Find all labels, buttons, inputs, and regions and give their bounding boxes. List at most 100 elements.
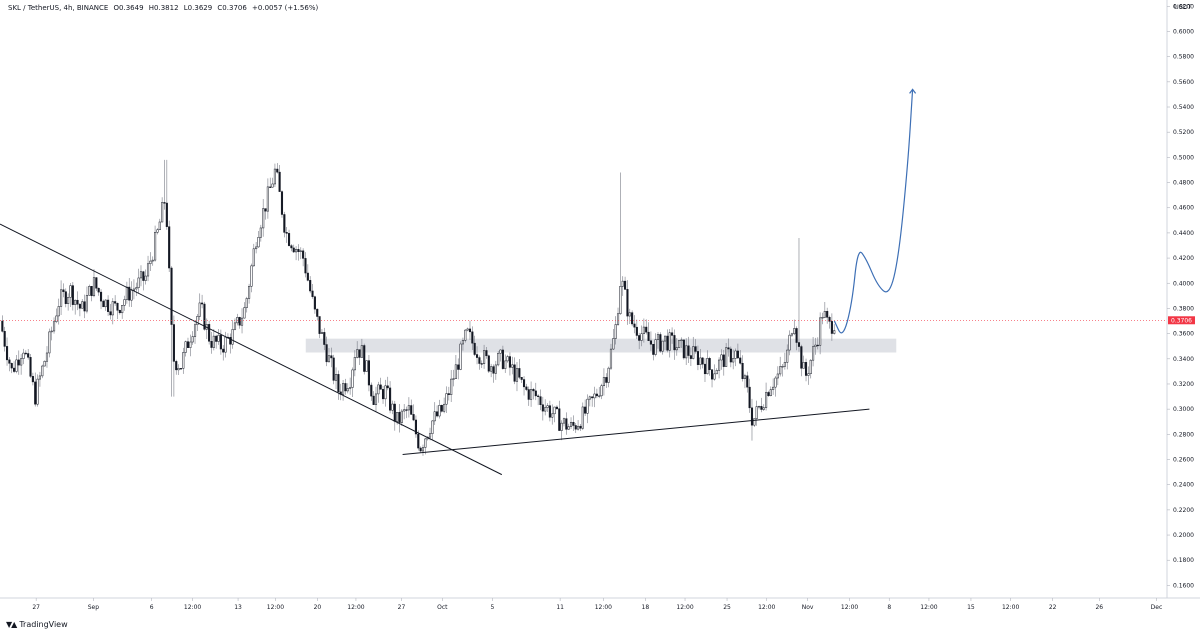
candle-body [102,300,105,308]
candle-body [252,248,255,267]
candle-body [259,227,262,238]
candle-body [612,338,615,350]
candle-body [530,389,533,400]
candle-body [5,346,9,361]
candle-body [280,191,284,215]
support-resistance-zone [305,338,897,353]
x-tick-label: 15 [967,604,975,611]
candle-body [522,379,526,388]
candle-body [69,285,72,298]
candle-body [654,339,657,355]
candle-body [269,186,272,188]
candle-body [215,335,218,342]
y-tick-label: 0.2400 [1173,482,1194,489]
candle-body [701,357,704,365]
candle-body [807,373,810,376]
candle-body [208,324,211,342]
candle-body [337,374,340,393]
x-tick-label: 12:00 [920,604,937,611]
candle-body [812,346,815,361]
candle-body [365,360,368,372]
candle-body [417,433,420,449]
candle-body [15,359,18,372]
candle-body [567,426,570,430]
candle-body [804,362,808,376]
candle-body [544,407,547,412]
candle-body [262,208,265,229]
candle-body [457,364,460,370]
candle-body [92,277,96,297]
candle-body [736,350,739,359]
candle-body [144,275,147,281]
candle-body [501,349,504,369]
candle-body [673,335,676,351]
x-tick-label: 12:00 [676,604,693,611]
candle-body [609,348,613,369]
candle-body [739,357,742,364]
candle-body [483,350,486,364]
candle-body [574,425,577,430]
candle-body [468,328,472,333]
candle-body [537,395,540,397]
candle-body [699,357,702,365]
brand[interactable]: ▼▲ TradingView [6,620,68,629]
candle-body [706,358,709,375]
candle-body [786,349,789,363]
candle-body [692,346,695,359]
candle-body [273,168,276,185]
candle-body [222,348,225,353]
candle-body [88,286,91,296]
candle-body [605,377,608,383]
candle-body [156,229,159,233]
candle-body [710,369,714,380]
candle-body [67,297,70,304]
candle-body [264,208,267,212]
candle-body [128,286,131,301]
candle-body [478,357,481,364]
candle-body [55,315,58,323]
candle-body [548,405,551,418]
candle-body [725,347,728,367]
candle-body [708,358,711,370]
time-axis[interactable]: 27 Sep 6 12:00 13 12:00 20 12:00 27 Oct 5 11 12:00 18… [32,598,1162,611]
candle-body [565,418,568,430]
x-tick-label: 20 [314,604,322,611]
candle-body [715,370,718,375]
x-tick-label: 18 [642,604,650,611]
candle-body [377,384,380,395]
candle-body [27,353,30,358]
candle-body [732,358,735,363]
candle-body [525,386,528,390]
projection-path [833,89,914,334]
symbol-name[interactable]: SKL / TetherUS, 4h, BINANCE [8,4,109,12]
candle-body [334,374,338,381]
candle-body [675,347,678,351]
candle-body [224,336,227,353]
candle-body [45,352,49,362]
candle-body [421,447,425,452]
candle-body [553,406,556,415]
candle-body [62,289,65,292]
candle-body [3,331,6,347]
candle-body [452,378,455,380]
candle-body [445,393,448,405]
candle-body [154,232,157,261]
y-tick-label: 0.4400 [1173,230,1194,237]
candle-body [50,330,53,333]
x-tick-label: 12:00 [267,604,284,611]
candle-body [379,384,382,390]
candle-body [233,322,237,330]
candle-body [795,328,798,343]
candle-body [20,358,23,366]
candle-body [475,354,479,358]
x-tick-label: 11 [556,604,564,611]
price-axis[interactable]: 0.6200 0.6000 0.5800 0.5600 0.5400 0.5200 0.50… [1167,3,1194,589]
candle-body [31,376,34,383]
candle-body [727,347,730,350]
candle-body [577,425,580,430]
candle-body [43,360,46,367]
candle-body [640,333,643,341]
candle-body [367,360,370,386]
candle-body [240,317,244,326]
